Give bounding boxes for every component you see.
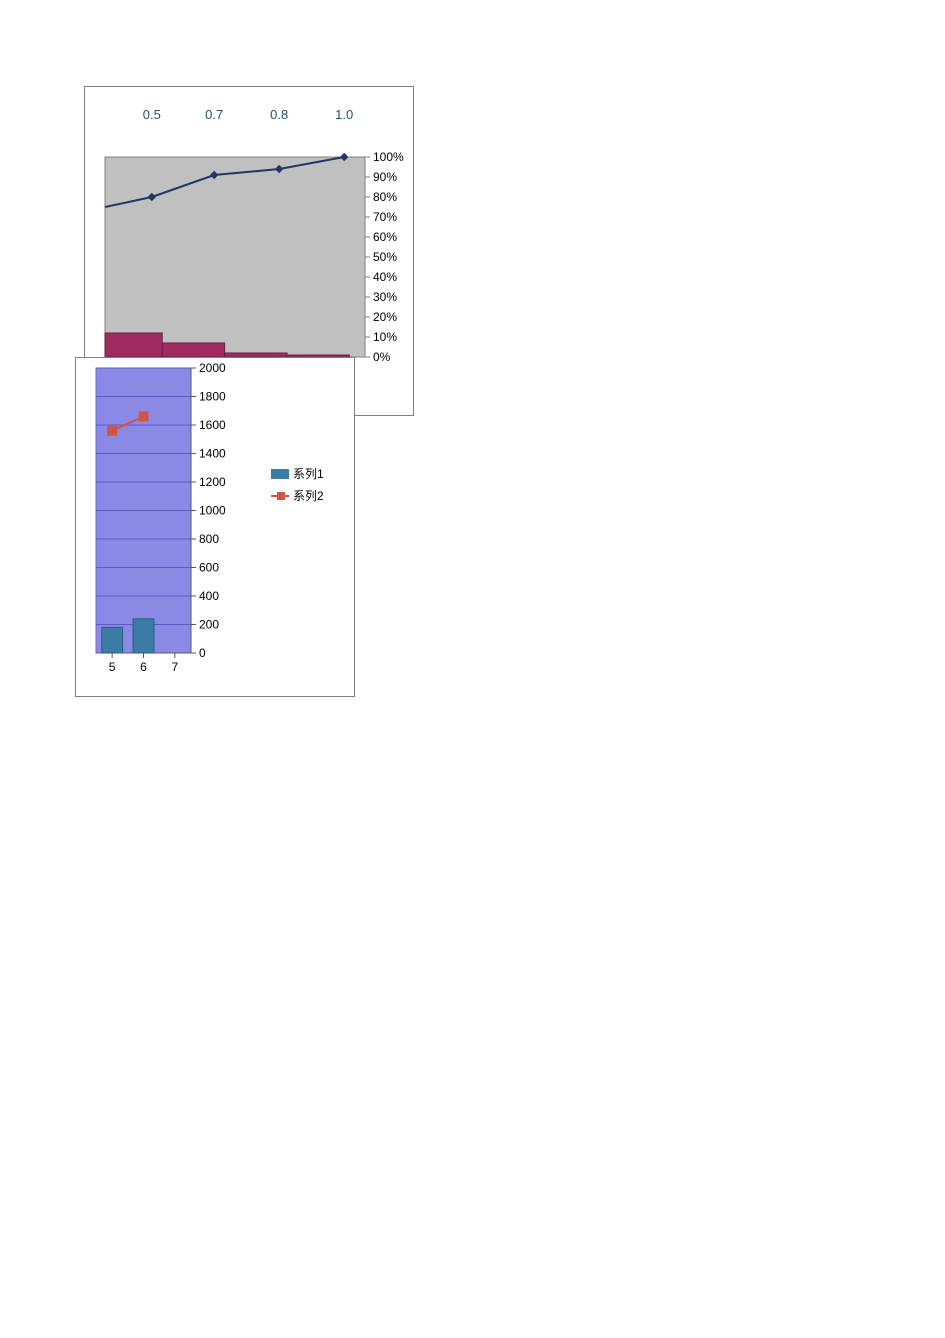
x-axis-label: 6 bbox=[140, 660, 147, 674]
y-axis-percent-label: 50% bbox=[373, 250, 397, 264]
y-axis-percent-label: 60% bbox=[373, 230, 397, 244]
y-axis-percent-label: 0% bbox=[373, 350, 391, 364]
plot-area bbox=[105, 157, 365, 357]
legend-square-marker-icon bbox=[277, 492, 285, 500]
y-axis-percent-label: 20% bbox=[373, 310, 397, 324]
y-axis-percent-label: 70% bbox=[373, 210, 397, 224]
y-axis-label: 600 bbox=[199, 561, 219, 575]
data-label: 0.7 bbox=[205, 107, 223, 122]
y-axis-label: 1400 bbox=[199, 447, 226, 461]
y-axis-label: 2000 bbox=[199, 361, 226, 375]
combo-chart: 0 200 400 600 800 1000 1200 1400 1600 1800 2000 5 6 7… bbox=[75, 357, 355, 697]
bar bbox=[105, 333, 162, 357]
y-axis-label: 1600 bbox=[199, 418, 226, 432]
y-axis-label: 400 bbox=[199, 589, 219, 603]
y-axis-label: 800 bbox=[199, 532, 219, 546]
legend-swatch-bar bbox=[271, 469, 289, 479]
x-axis-label: 7 bbox=[172, 660, 179, 674]
legend-label: 系列2 bbox=[293, 489, 324, 503]
bar bbox=[133, 619, 154, 653]
y-axis-percent-label: 90% bbox=[373, 170, 397, 184]
data-label: 0.5 bbox=[143, 107, 161, 122]
square-marker-icon bbox=[108, 426, 117, 435]
bar bbox=[102, 627, 123, 653]
data-label: 1.0 bbox=[335, 107, 353, 122]
data-label: 0.8 bbox=[270, 107, 288, 122]
combo-chart-svg: 0 200 400 600 800 1000 1200 1400 1600 1800 2000 5 6 7… bbox=[76, 358, 356, 698]
y-axis-percent-label: 80% bbox=[373, 190, 397, 204]
y-axis-label: 1200 bbox=[199, 475, 226, 489]
x-axis-label: 5 bbox=[109, 660, 116, 674]
y-axis-label: 200 bbox=[199, 618, 219, 632]
y-axis-percent-label: 100% bbox=[373, 150, 404, 164]
y-axis-percent-label: 30% bbox=[373, 290, 397, 304]
square-marker-icon bbox=[139, 412, 148, 421]
page: 100% 90% 80% 70% 60% 50% 40% 30% 20% 10% 0% 0.5 0.7 0… bbox=[0, 0, 945, 1338]
bar bbox=[162, 343, 224, 357]
y-axis-percent-label: 40% bbox=[373, 270, 397, 284]
y-axis-label: 1800 bbox=[199, 390, 226, 404]
legend-label: 系列1 bbox=[293, 467, 324, 481]
y-axis-label: 1000 bbox=[199, 504, 226, 518]
y-axis-label: 0 bbox=[199, 646, 206, 660]
y-axis-percent-label: 10% bbox=[373, 330, 397, 344]
